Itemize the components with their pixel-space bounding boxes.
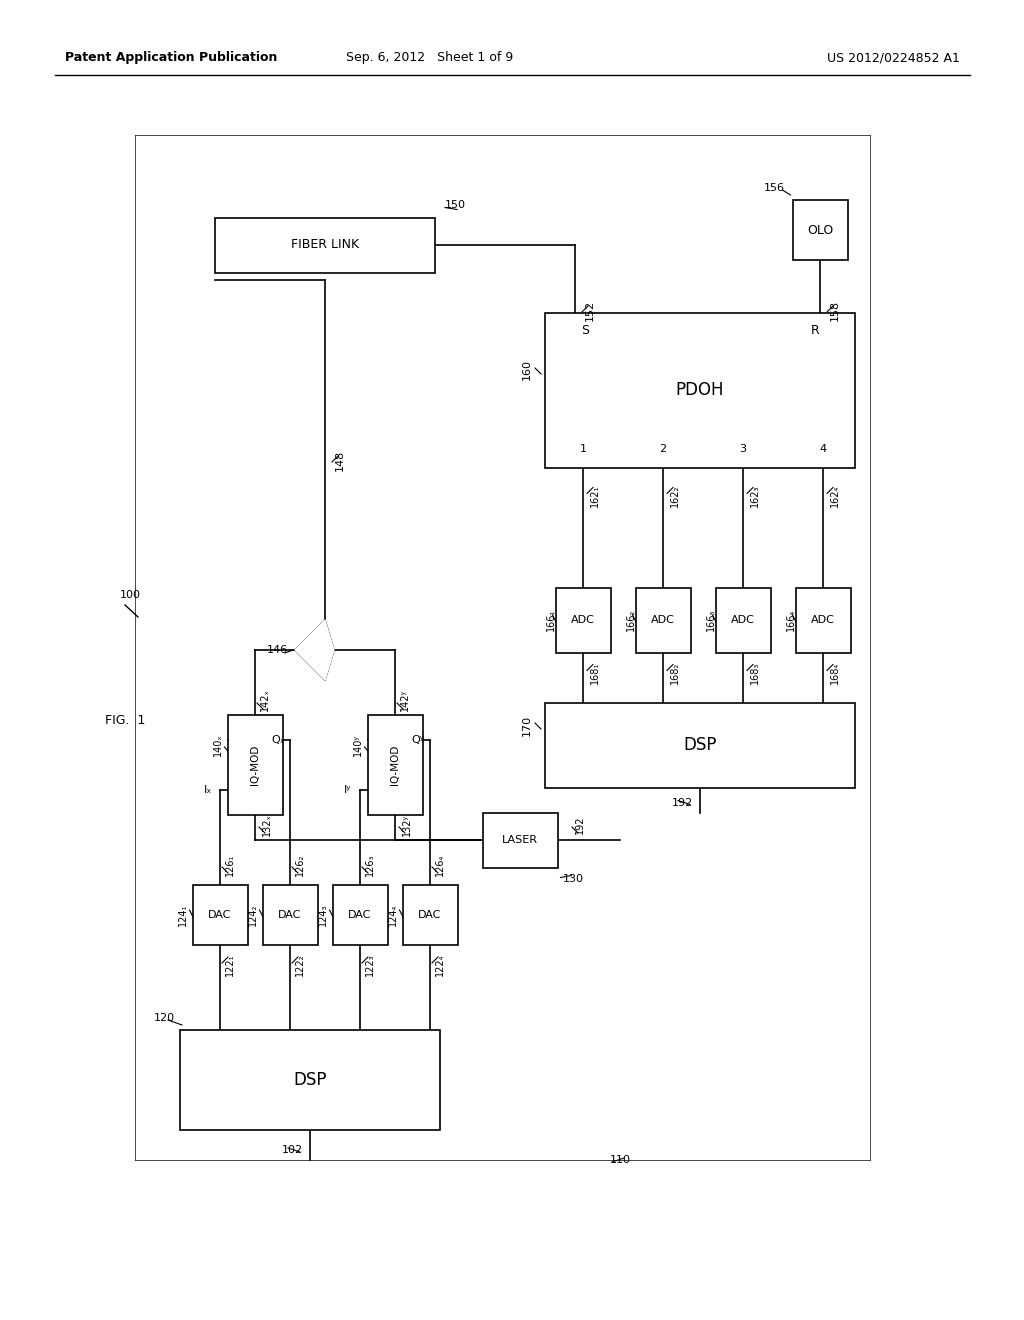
Text: DSP: DSP <box>293 1071 327 1089</box>
Text: FIBER LINK: FIBER LINK <box>291 239 359 252</box>
Text: Qʸ: Qʸ <box>412 735 424 744</box>
Text: 1: 1 <box>580 445 587 454</box>
Text: IQ-MOD: IQ-MOD <box>390 744 400 785</box>
Text: OLO: OLO <box>807 223 834 236</box>
Bar <box>215 218 435 272</box>
Text: Iʸ: Iʸ <box>344 785 351 795</box>
Text: 124₄: 124₄ <box>387 904 397 927</box>
Text: 3: 3 <box>739 445 746 454</box>
Text: 168₄: 168₄ <box>830 661 840 684</box>
Text: 100: 100 <box>120 590 141 601</box>
Text: 146: 146 <box>266 645 288 655</box>
Text: Sep. 6, 2012   Sheet 1 of 9: Sep. 6, 2012 Sheet 1 of 9 <box>346 51 514 65</box>
Text: 162₁: 162₁ <box>590 484 600 507</box>
Text: 120: 120 <box>154 1012 175 1023</box>
Text: 192: 192 <box>575 816 585 834</box>
Text: 122₄: 122₄ <box>435 954 445 977</box>
Text: DAC: DAC <box>348 909 372 920</box>
Bar <box>636 587 690 652</box>
Text: 150: 150 <box>444 201 466 210</box>
Text: 124₃: 124₃ <box>317 904 328 927</box>
Bar <box>545 702 855 788</box>
Text: 124₁: 124₁ <box>177 904 187 927</box>
Text: ADC: ADC <box>651 615 675 624</box>
Text: Qₓ: Qₓ <box>271 735 285 744</box>
Text: US 2012/0224852 A1: US 2012/0224852 A1 <box>827 51 961 65</box>
Bar <box>180 1030 440 1130</box>
Text: 148: 148 <box>335 449 345 471</box>
Bar <box>227 715 283 814</box>
Text: Iₓ: Iₓ <box>204 785 212 795</box>
Text: R: R <box>811 323 819 337</box>
Bar <box>193 884 248 945</box>
Text: 162₃: 162₃ <box>750 484 760 507</box>
Text: 166₄: 166₄ <box>785 609 796 631</box>
Text: 122₂: 122₂ <box>295 954 305 977</box>
Bar <box>333 884 387 945</box>
Text: 170: 170 <box>522 714 532 735</box>
Bar <box>796 587 851 652</box>
Polygon shape <box>295 620 334 680</box>
Bar <box>716 587 770 652</box>
Text: 126₃: 126₃ <box>365 854 375 876</box>
Text: Patent Application Publication: Patent Application Publication <box>65 51 278 65</box>
Text: 152: 152 <box>585 300 595 321</box>
Text: 168₂: 168₂ <box>670 661 680 684</box>
Bar <box>793 201 848 260</box>
Text: 168₃: 168₃ <box>750 661 760 684</box>
Text: DAC: DAC <box>208 909 231 920</box>
Text: 122₃: 122₃ <box>365 953 375 977</box>
Bar <box>402 884 458 945</box>
Text: 110: 110 <box>609 1155 631 1166</box>
Bar <box>262 884 317 945</box>
Bar <box>545 313 855 467</box>
Bar <box>482 813 557 867</box>
Text: IQ-MOD: IQ-MOD <box>250 744 260 785</box>
Text: 126₄: 126₄ <box>435 854 445 876</box>
Text: PDOH: PDOH <box>676 381 724 399</box>
Text: LASER: LASER <box>502 836 538 845</box>
Text: DSP: DSP <box>683 737 717 754</box>
Text: 162₂: 162₂ <box>670 484 680 507</box>
Text: 166₂: 166₂ <box>626 609 636 631</box>
Text: DAC: DAC <box>279 909 302 920</box>
Text: 132ₓ: 132ₓ <box>262 813 272 837</box>
Text: S: S <box>581 323 589 337</box>
Text: 126₂: 126₂ <box>295 854 305 876</box>
Text: 132ʸ: 132ʸ <box>402 814 412 836</box>
Text: 130: 130 <box>562 874 584 884</box>
Text: 142ₓ: 142ₓ <box>260 689 270 711</box>
Text: 2: 2 <box>659 445 667 454</box>
Text: 126₁: 126₁ <box>225 854 234 876</box>
Text: FIG.  1: FIG. 1 <box>105 714 145 726</box>
Text: 122₁: 122₁ <box>225 954 234 977</box>
Text: 168₁: 168₁ <box>590 661 600 684</box>
Text: ADC: ADC <box>731 615 755 624</box>
Text: 140ʸ: 140ʸ <box>352 734 362 756</box>
Text: 192: 192 <box>672 797 692 808</box>
Text: 166₃: 166₃ <box>706 609 716 631</box>
Bar <box>555 587 610 652</box>
Text: DAC: DAC <box>419 909 441 920</box>
Text: ADC: ADC <box>811 615 835 624</box>
Text: 162₄: 162₄ <box>830 484 840 507</box>
Text: 102: 102 <box>282 1144 302 1155</box>
Bar <box>368 715 423 814</box>
Text: ADC: ADC <box>571 615 595 624</box>
Text: 140ₓ: 140ₓ <box>213 734 222 756</box>
Text: 166₁: 166₁ <box>546 609 555 631</box>
Text: 124₂: 124₂ <box>248 904 257 927</box>
Text: 160: 160 <box>522 359 532 380</box>
Text: 156: 156 <box>764 183 785 193</box>
Text: 142ʸ: 142ʸ <box>400 689 410 711</box>
Text: 158: 158 <box>830 300 840 321</box>
Text: 4: 4 <box>819 445 826 454</box>
